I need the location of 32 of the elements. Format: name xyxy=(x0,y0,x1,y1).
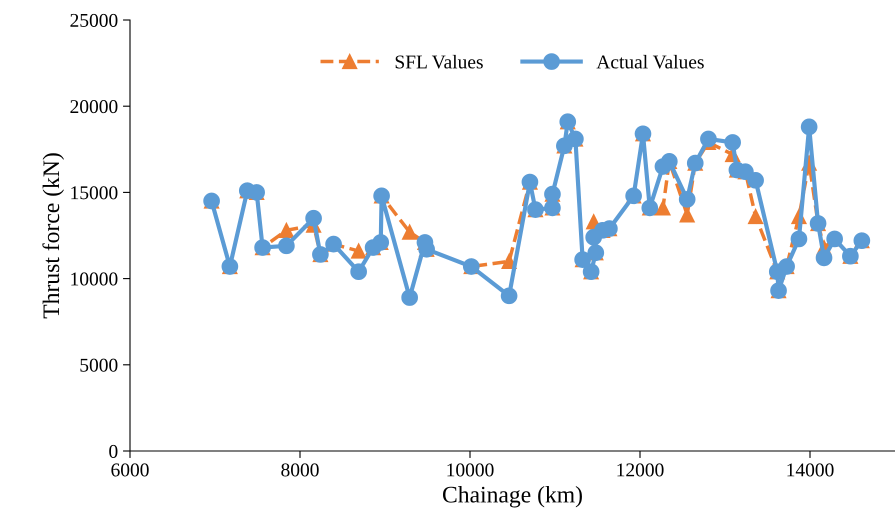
point xyxy=(278,238,295,254)
point xyxy=(790,230,808,248)
y-axis-title: Thrust force (kN) xyxy=(42,153,64,318)
legend-label: Actual Values xyxy=(596,54,704,69)
x-tick-label: 14000 xyxy=(787,463,834,476)
y-tick-label: 10000 xyxy=(71,272,118,286)
point xyxy=(402,224,418,240)
point xyxy=(350,263,367,280)
x-tick-label: 12000 xyxy=(617,463,664,476)
x-tick-label: 10000 xyxy=(447,463,494,476)
point xyxy=(500,288,518,304)
point xyxy=(724,134,741,151)
y-tick-label: 20000 xyxy=(70,100,118,114)
y-tick-label: 5000 xyxy=(80,358,118,372)
point xyxy=(278,222,294,238)
point xyxy=(678,190,696,208)
point xyxy=(351,243,366,259)
y-tick-label: 15000 xyxy=(71,186,118,200)
point xyxy=(748,208,764,224)
y-tick-label: 25000 xyxy=(70,14,118,27)
point xyxy=(800,118,818,136)
point xyxy=(305,210,322,227)
x-tick-label: 8000 xyxy=(281,463,319,476)
point xyxy=(700,130,717,148)
point xyxy=(401,289,418,306)
y-tick-label: 0 xyxy=(109,444,118,458)
legend-label: SFL Values xyxy=(396,54,483,69)
point xyxy=(655,200,671,216)
point xyxy=(816,250,832,266)
point xyxy=(747,172,764,189)
x-tick-label: 6000 xyxy=(111,463,149,476)
x-axis-title: Chainage (km) xyxy=(442,486,582,508)
